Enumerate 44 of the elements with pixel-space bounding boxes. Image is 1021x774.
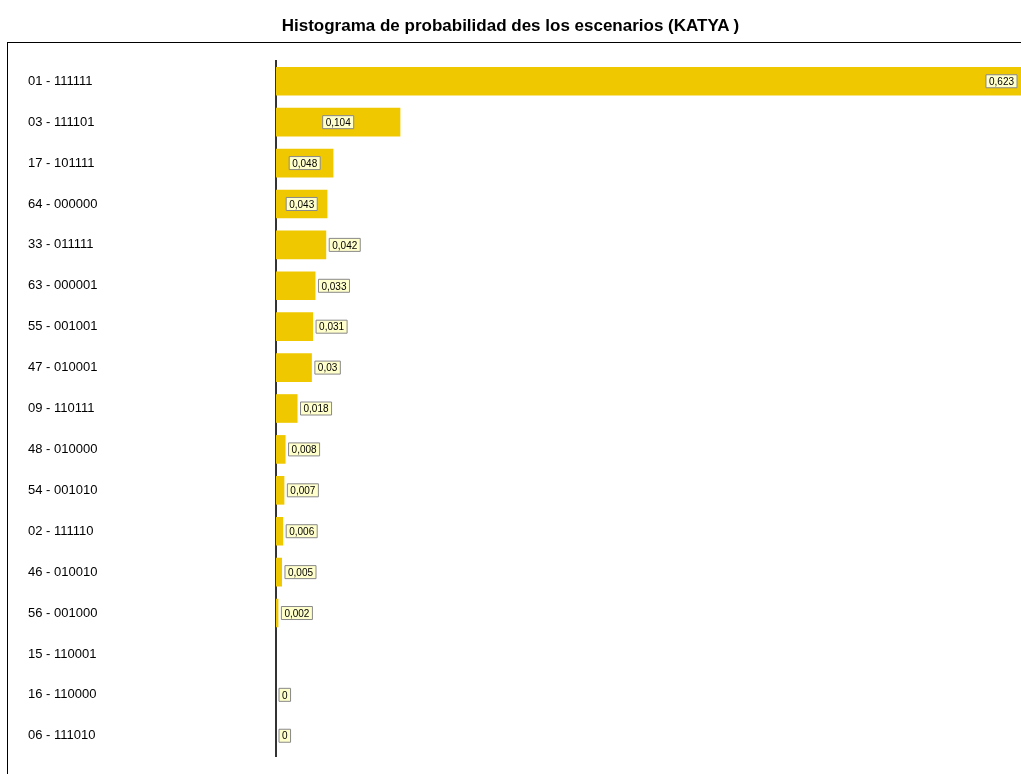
- y-tick-label: 02 - 111110: [28, 522, 94, 538]
- y-tick-label: 54 - 001010: [28, 481, 98, 497]
- y-tick-label: 46 - 010010: [28, 563, 98, 579]
- data-label: 0,008: [291, 444, 318, 456]
- bar: [276, 476, 285, 505]
- y-tick-label: 17 - 101111: [28, 154, 95, 170]
- bar: [276, 435, 286, 464]
- bar: [276, 312, 314, 342]
- data-label: 0,033: [321, 280, 347, 292]
- data-label: 0,002: [284, 607, 310, 619]
- bar: [276, 394, 298, 423]
- y-tick-label: 06 - 111010: [28, 727, 96, 743]
- data-label: 0,006: [289, 525, 315, 537]
- y-tick-label: 15 - 110001: [28, 645, 97, 661]
- bar: [276, 353, 312, 382]
- data-label: 0,048: [292, 157, 318, 169]
- bar: [276, 271, 316, 301]
- y-tick-label: 64 - 000000: [28, 195, 98, 211]
- data-label: 0,042: [332, 239, 358, 251]
- y-tick-label: 48 - 010000: [28, 440, 98, 456]
- bar: [276, 66, 1021, 96]
- data-label: 0,043: [289, 198, 315, 210]
- data-label: 0,005: [287, 566, 314, 578]
- y-tick-label: 09 - 110111: [28, 400, 95, 416]
- data-label: 0: [282, 689, 288, 701]
- data-label: 0,03: [317, 362, 338, 374]
- bar: [276, 557, 282, 587]
- bar: [276, 516, 284, 546]
- y-tick-label: 33 - 011111: [28, 236, 94, 252]
- bar: [276, 230, 327, 260]
- y-tick-label: 56 - 001000: [28, 604, 98, 620]
- chart-title: Histograma de probabilidad des los escenarios (KATYA ): [280, 16, 741, 36]
- data-label: 0,031: [319, 321, 345, 333]
- y-tick-label: 47 - 010001: [28, 359, 98, 375]
- y-tick-label: 55 - 001001: [28, 318, 98, 334]
- data-label: 0: [282, 730, 288, 742]
- y-tick-label: 01 - 111111: [28, 72, 93, 88]
- data-label: 0,018: [303, 403, 329, 415]
- y-tick-label: 16 - 110000: [28, 686, 97, 702]
- y-tick-label: 03 - 111101: [28, 113, 95, 129]
- y-tick-label: 63 - 000001: [28, 277, 98, 293]
- data-label: 0,104: [325, 116, 352, 128]
- data-label: 0,007: [290, 485, 316, 497]
- data-label: 0,623: [988, 76, 1015, 87]
